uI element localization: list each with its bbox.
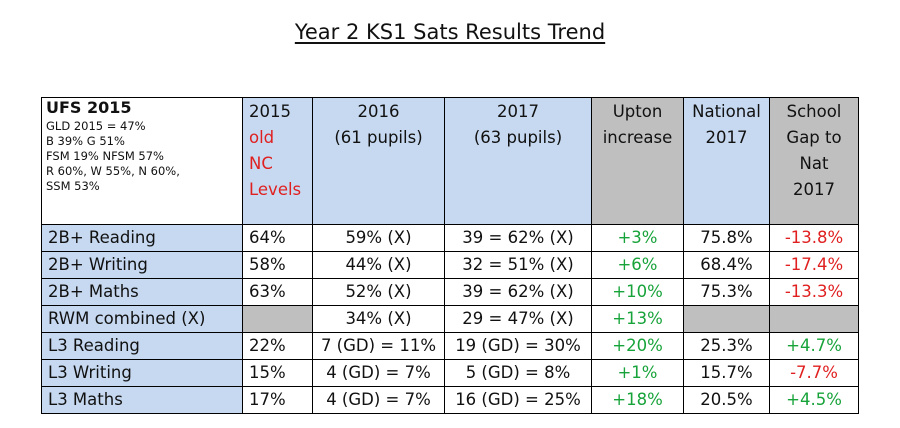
cell-school-gap: -7.7% xyxy=(769,359,859,387)
ufs-line: B 39% G 51% xyxy=(46,134,125,148)
cell-school-gap xyxy=(769,305,859,333)
cell-upton-increase: +20% xyxy=(591,332,684,360)
ufs-line: SSM 53% xyxy=(46,179,100,193)
table-row: 2B+ Writing 58% 44% (X) 32 = 51% (X) +6% 68.4… xyxy=(41,251,859,279)
header-2017-pupils: (63 pupils) xyxy=(473,128,563,147)
header-upton-line: Upton xyxy=(612,102,663,121)
table-row: L3 Writing 15% 4 (GD) = 7% 5 (GD) = 8% +1% 15… xyxy=(41,359,859,387)
cell-school-gap: -17.4% xyxy=(769,251,859,279)
row-label: L3 Writing xyxy=(41,359,243,387)
table-row: L3 Reading 22% 7 (GD) = 11% 19 (GD) = 30% +2… xyxy=(41,332,859,360)
header-2017-year: 2017 xyxy=(497,102,539,121)
cell-2016: 44% (X) xyxy=(312,251,445,279)
header-2016-year: 2016 xyxy=(357,102,400,121)
cell-2016: 4 (GD) = 7% xyxy=(312,386,445,414)
header-upton-increase: Upton increase xyxy=(591,97,684,225)
header-gap-line: Gap to xyxy=(786,128,842,147)
header-upton-line: increase xyxy=(602,128,673,147)
header-2015-note: old xyxy=(249,128,275,147)
cell-2017: 29 = 47% (X) xyxy=(444,305,592,333)
cell-national-2017 xyxy=(683,305,770,333)
cell-2017: 32 = 51% (X) xyxy=(444,251,592,279)
cell-national-2017: 75.8% xyxy=(683,224,770,252)
header-national-line: 2017 xyxy=(705,128,748,147)
cell-2017: 39 = 62% (X) xyxy=(444,224,592,252)
header-2015: 2015 old NC Levels xyxy=(242,97,313,225)
table-row: 2B+ Maths 63% 52% (X) 39 = 62% (X) +10% 75.3%… xyxy=(41,278,859,306)
ufs-line: GLD 2015 = 47% xyxy=(46,119,146,133)
table-row: 2B+ Reading 64% 59% (X) 39 = 62% (X) +3% 75.8… xyxy=(41,224,859,252)
cell-2017: 39 = 62% (X) xyxy=(444,278,592,306)
cell-national-2017: 25.3% xyxy=(683,332,770,360)
table-row: L3 Maths 17% 4 (GD) = 7% 16 (GD) = 25% +18% 2… xyxy=(41,386,859,414)
row-label: L3 Maths xyxy=(41,386,243,414)
cell-upton-increase: +1% xyxy=(591,359,684,387)
header-2016-pupils: (61 pupils) xyxy=(334,128,423,147)
cell-national-2017: 75.3% xyxy=(683,278,770,306)
cell-2015: 15% xyxy=(242,359,313,387)
row-label: 2B+ Maths xyxy=(41,278,243,306)
cell-2016: 34% (X) xyxy=(312,305,445,333)
cell-school-gap: +4.5% xyxy=(769,386,859,414)
cell-school-gap: -13.3% xyxy=(769,278,859,306)
header-national-line: National xyxy=(692,102,761,121)
header-2015-note: Levels xyxy=(249,180,302,199)
header-gap-line: 2017 xyxy=(793,180,835,199)
ufs-line: R 60%, W 55%, N 60%, xyxy=(46,164,180,178)
cell-2015 xyxy=(242,305,313,333)
cell-2017: 16 (GD) = 25% xyxy=(444,386,592,414)
cell-upton-increase: +6% xyxy=(591,251,684,279)
cell-2015: 64% xyxy=(242,224,313,252)
row-label: RWM combined (X) xyxy=(41,305,243,333)
header-national-2017: National 2017 xyxy=(683,97,770,225)
header-gap-line: School xyxy=(786,102,842,121)
cell-2015: 58% xyxy=(242,251,313,279)
ufs-2015-cell: UFS 2015 GLD 2015 = 47% B 39% G 51% FSM … xyxy=(41,97,243,225)
cell-upton-increase: +13% xyxy=(591,305,684,333)
ufs-line: FSM 19% NFSM 57% xyxy=(46,149,164,163)
header-2016: 2016 (61 pupils) xyxy=(312,97,445,225)
cell-2015: 63% xyxy=(242,278,313,306)
header-2015-note: NC xyxy=(249,154,273,173)
page-title: Year 2 KS1 Sats Results Trend xyxy=(294,20,606,44)
cell-2017: 19 (GD) = 30% xyxy=(444,332,592,360)
cell-school-gap: -13.8% xyxy=(769,224,859,252)
cell-2016: 59% (X) xyxy=(312,224,445,252)
cell-2017: 5 (GD) = 8% xyxy=(444,359,592,387)
header-2015-year: 2015 xyxy=(249,102,291,121)
row-label: L3 Reading xyxy=(41,332,243,360)
cell-upton-increase: +18% xyxy=(591,386,684,414)
cell-2016: 52% (X) xyxy=(312,278,445,306)
row-label: 2B+ Writing xyxy=(41,251,243,279)
results-table: UFS 2015 GLD 2015 = 47% B 39% G 51% FSM … xyxy=(41,97,859,414)
cell-upton-increase: +10% xyxy=(591,278,684,306)
header-2017: 2017 (63 pupils) xyxy=(444,97,592,225)
cell-2016: 7 (GD) = 11% xyxy=(312,332,445,360)
cell-2016: 4 (GD) = 7% xyxy=(312,359,445,387)
header-gap-line: Nat xyxy=(799,154,829,173)
table-row: RWM combined (X) 34% (X) 29 = 47% (X) +13% xyxy=(41,305,859,333)
cell-upton-increase: +3% xyxy=(591,224,684,252)
cell-school-gap: +4.7% xyxy=(769,332,859,360)
ufs-title: UFS 2015 xyxy=(46,98,132,117)
cell-national-2017: 15.7% xyxy=(683,359,770,387)
cell-2015: 17% xyxy=(242,386,313,414)
cell-national-2017: 20.5% xyxy=(683,386,770,414)
row-label: 2B+ Reading xyxy=(41,224,243,252)
header-school-gap: School Gap to Nat 2017 xyxy=(769,97,859,225)
cell-national-2017: 68.4% xyxy=(683,251,770,279)
cell-2015: 22% xyxy=(242,332,313,360)
